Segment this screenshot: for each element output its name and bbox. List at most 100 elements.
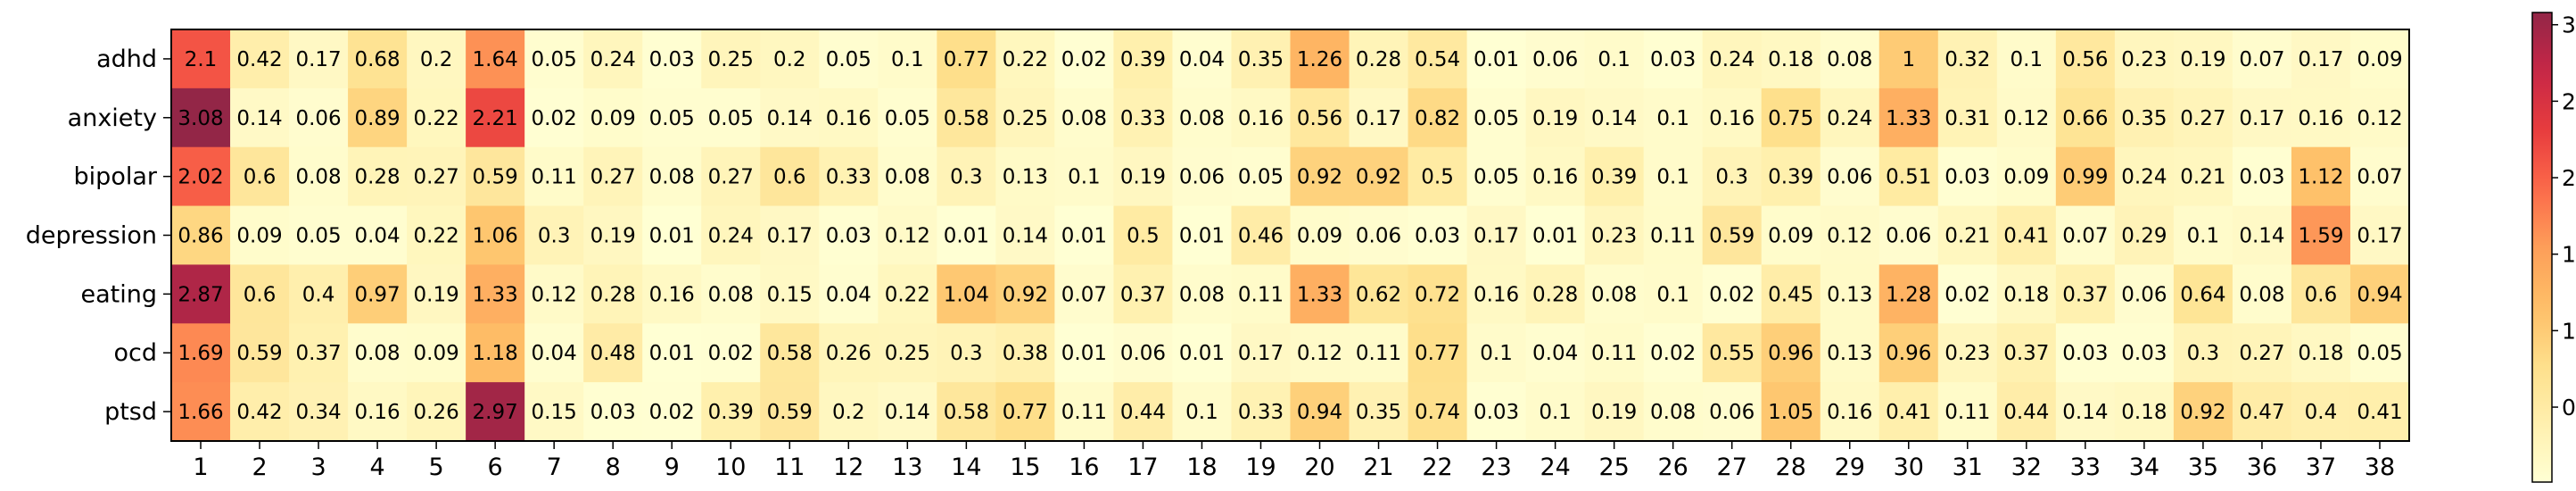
cell-value-label: 0.6 — [2305, 283, 2338, 306]
cell-value-label: 0.13 — [1827, 283, 1872, 306]
cell-value-label: 0.17 — [2357, 225, 2402, 248]
heatmap-cell — [878, 205, 937, 266]
heatmap-cell — [2114, 29, 2175, 89]
cell-value-label: 0.05 — [708, 107, 754, 130]
cell-value-label: 0.22 — [414, 225, 459, 248]
cell-value-label: 0.18 — [2003, 283, 2049, 306]
cell-value-label: 0.96 — [1768, 342, 1813, 365]
cell-value-label: 0.72 — [1415, 283, 1460, 306]
cell-value-label: 0.24 — [708, 225, 754, 248]
cell-value-label: 0.13 — [1003, 166, 1048, 189]
cell-value-label: 1.04 — [944, 283, 989, 306]
cell-value-label: 0.03 — [1650, 48, 1696, 71]
cell-value-label: 0.14 — [1003, 225, 1048, 248]
heatmap-cell — [2232, 323, 2292, 383]
heatmap-cell — [2291, 382, 2351, 442]
heatmap-cell-labels: 2.1 0.42 0.17 0.68 0.2 1.64 0.05 0.24 0.03 0.25 0.… — [178, 48, 2402, 424]
cell-value-label: 0.16 — [1827, 401, 1872, 424]
heatmap-cell — [171, 29, 231, 89]
heatmap-cell — [289, 264, 349, 324]
cell-value-label: 0.19 — [1532, 107, 1578, 130]
heatmap-cell — [1937, 87, 1998, 148]
cell-value-label: 0.11 — [1944, 401, 1990, 424]
heatmap-cell — [1820, 146, 1880, 207]
cell-value-label: 0.07 — [2357, 166, 2402, 189]
heatmap-cell — [583, 87, 643, 148]
cell-value-label: 0.22 — [885, 283, 930, 306]
cell-value-label: 0.4 — [2305, 401, 2338, 424]
cell-value-label: 0.11 — [1650, 225, 1696, 248]
heatmap-cell — [1290, 29, 1350, 89]
heatmap-cell — [1878, 323, 1939, 383]
heatmap-cell — [701, 264, 761, 324]
cell-value-label: 0.48 — [590, 342, 636, 365]
x-tick-label: 21 — [1363, 454, 1393, 481]
cell-value-label: 0.01 — [649, 225, 695, 248]
cell-value-label: 0.18 — [2298, 342, 2343, 365]
heatmap-cell — [1761, 205, 1821, 266]
heatmap-cell — [2173, 205, 2233, 266]
heatmap-cell — [1584, 205, 1645, 266]
cell-value-label: 0.03 — [590, 401, 636, 424]
heatmap-cell — [1820, 382, 1880, 442]
x-tick-label: 17 — [1127, 454, 1158, 481]
cell-value-label: 0.04 — [354, 225, 400, 248]
cell-value-label: 0.09 — [1768, 225, 1813, 248]
cell-value-label: 0.2 — [420, 48, 453, 71]
heatmap-cell — [1584, 382, 1645, 442]
x-tick-label: 14 — [951, 454, 981, 481]
cell-value-label: 0.17 — [2298, 48, 2343, 71]
heatmap-cell — [230, 323, 290, 383]
heatmap-cell — [760, 146, 820, 207]
cell-value-label: 0.1 — [891, 48, 924, 71]
heatmap-cell — [937, 87, 996, 148]
y-tick-label: ocd — [113, 339, 157, 367]
cell-value-label: 0.16 — [826, 107, 871, 130]
heatmap-cell — [2055, 323, 2116, 383]
cell-value-label: 0.13 — [1827, 342, 1872, 365]
heatmap-cell — [1761, 146, 1821, 207]
cell-value-label: 0.03 — [826, 225, 871, 248]
heatmap-cell — [289, 323, 349, 383]
cell-value-label: 0.24 — [1709, 48, 1754, 71]
cell-value-label: 0.42 — [236, 48, 282, 71]
cell-value-label: 0.15 — [532, 401, 577, 424]
heatmap-cell — [1466, 205, 1527, 266]
heatmap-cell — [1466, 29, 1527, 89]
cell-value-label: 0.12 — [1827, 225, 1872, 248]
cell-value-label: 1.18 — [473, 342, 518, 365]
cell-value-label: 0.01 — [1474, 48, 1519, 71]
x-tick-label: 6 — [488, 454, 503, 481]
cell-value-label: 1.59 — [2298, 225, 2343, 248]
heatmap-cell — [642, 29, 702, 89]
x-tick-label: 23 — [1481, 454, 1511, 481]
heatmap-cell — [819, 382, 879, 442]
heatmap-cell — [2291, 146, 2351, 207]
cell-value-label: 0.77 — [1003, 401, 1048, 424]
cell-value-label: 0.11 — [1061, 401, 1107, 424]
cell-value-label: 0.12 — [1297, 342, 1342, 365]
cell-value-label: 0.19 — [414, 283, 459, 306]
cell-value-label: 0.08 — [295, 166, 341, 189]
heatmap-cell — [2114, 146, 2175, 207]
heatmap-cell — [2232, 29, 2292, 89]
heatmap-cell — [995, 382, 1055, 442]
cell-value-label: 0.75 — [1768, 107, 1813, 130]
heatmap-cell — [2055, 29, 2116, 89]
heatmap-cell — [878, 323, 937, 383]
colorbar: 0.5 1.0 1.5 2.0 2.5 3.0 — [2531, 12, 2576, 483]
heatmap-cell — [524, 205, 584, 266]
heatmap-cell — [878, 382, 937, 442]
cell-value-label: 1.64 — [473, 48, 518, 71]
heatmap-cell — [171, 264, 231, 324]
cell-value-label: 0.12 — [532, 283, 577, 306]
cell-value-label: 0.86 — [178, 225, 223, 248]
heatmap-cell — [1054, 264, 1115, 324]
cell-value-label: 0.42 — [236, 401, 282, 424]
heatmap-cell — [1290, 382, 1350, 442]
cell-value-label: 0.07 — [1061, 283, 1107, 306]
cell-value-label: 0.11 — [532, 166, 577, 189]
heatmap-cell — [1525, 382, 1586, 442]
heatmap-cell — [701, 87, 761, 148]
heatmap-cell — [642, 205, 702, 266]
